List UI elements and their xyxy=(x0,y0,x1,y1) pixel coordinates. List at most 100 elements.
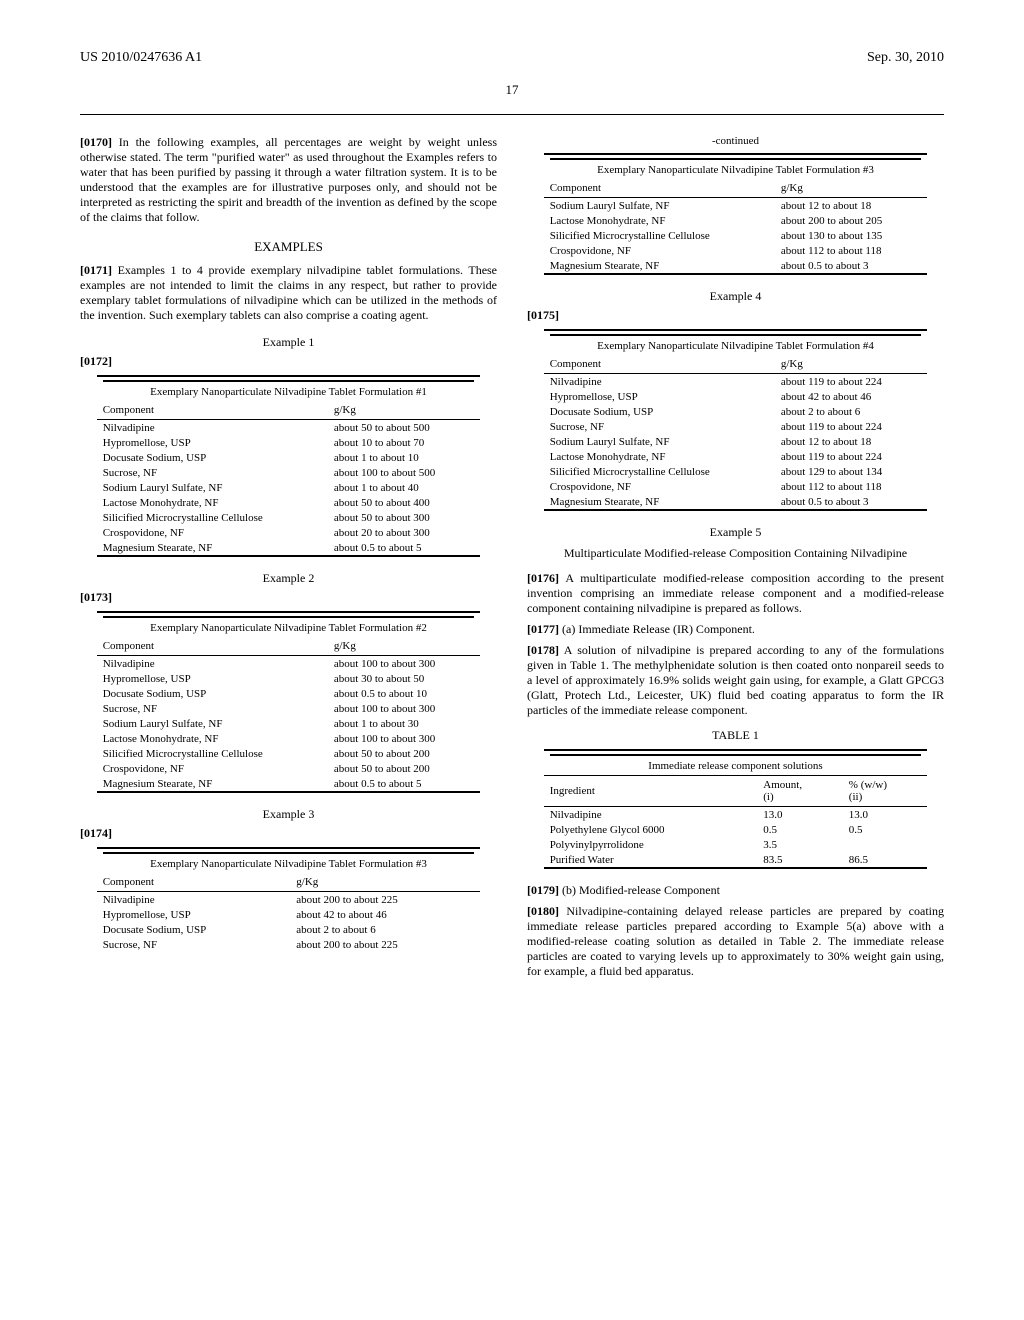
table-cell: Sodium Lauryl Sulfate, NF xyxy=(97,716,328,731)
table-caption: Exemplary Nanoparticulate Nilvadipine Ta… xyxy=(103,380,475,398)
table-cell xyxy=(843,837,928,852)
para-num: [0180] xyxy=(527,904,559,918)
table-row: Sucrose, NFabout 200 to about 225 xyxy=(97,937,481,952)
table-cell: about 112 to about 118 xyxy=(775,479,927,494)
table-cell: Sodium Lauryl Sulfate, NF xyxy=(544,434,775,449)
table-cell: Lactose Monohydrate, NF xyxy=(97,495,328,510)
ir-component-table: Immediate release component solutions In… xyxy=(544,749,928,869)
table-cell: Silicified Microcrystalline Cellulose xyxy=(544,228,775,243)
example-5-subtitle: Multiparticulate Modified-release Compos… xyxy=(527,546,944,561)
table-header-gkg: g/Kg xyxy=(775,355,927,374)
table-row: Sodium Lauryl Sulfate, NFabout 12 to abo… xyxy=(544,434,928,449)
table-cell: about 119 to about 224 xyxy=(775,419,927,434)
para-num: [0170] xyxy=(80,135,112,149)
table-cell: Magnesium Stearate, NF xyxy=(97,776,328,792)
table-cell: about 20 to about 300 xyxy=(328,525,480,540)
table-cell: about 100 to about 300 xyxy=(328,656,480,672)
table-row: Docusate Sodium, USPabout 2 to about 6 xyxy=(97,922,481,937)
table-cell: about 50 to about 200 xyxy=(328,761,480,776)
table-cell: Lactose Monohydrate, NF xyxy=(97,731,328,746)
table-cell: Polyethylene Glycol 6000 xyxy=(544,822,758,837)
table-row: Nilvadipineabout 200 to about 225 xyxy=(97,892,481,908)
formulation-table-1: Exemplary Nanoparticulate Nilvadipine Ta… xyxy=(97,375,481,557)
table-cell: Docusate Sodium, USP xyxy=(97,450,328,465)
table-cell: 13.0 xyxy=(843,807,928,823)
table-cell: Magnesium Stearate, NF xyxy=(544,258,775,274)
table-cell: 86.5 xyxy=(843,852,928,868)
table-header-gkg: g/Kg xyxy=(328,401,480,420)
table-cell: Sucrose, NF xyxy=(97,465,328,480)
para-text: Examples 1 to 4 provide exemplary nilvad… xyxy=(80,263,497,322)
example-3-title: Example 3 xyxy=(80,807,497,822)
table-row: Sucrose, NFabout 119 to about 224 xyxy=(544,419,928,434)
example-4-title: Example 4 xyxy=(527,289,944,304)
table-row: Silicified Microcrystalline Celluloseabo… xyxy=(97,746,481,761)
table-header-component: Component xyxy=(97,401,328,420)
example-1-title: Example 1 xyxy=(80,335,497,350)
table-cell: about 12 to about 18 xyxy=(775,434,927,449)
table-cell: about 50 to about 500 xyxy=(328,420,480,436)
table-cell: Hypromellose, USP xyxy=(544,389,775,404)
table-row: Hypromellose, USPabout 30 to about 50 xyxy=(97,671,481,686)
table-cell: about 30 to about 50 xyxy=(328,671,480,686)
table-cell: about 200 to about 225 xyxy=(290,892,480,908)
table-row: Purified Water83.586.5 xyxy=(544,852,928,868)
table-row: Nilvadipineabout 119 to about 224 xyxy=(544,374,928,390)
table-row: Magnesium Stearate, NFabout 0.5 to about… xyxy=(97,776,481,792)
table-row: Polyethylene Glycol 60000.50.5 xyxy=(544,822,928,837)
table-row: Sucrose, NFabout 100 to about 500 xyxy=(97,465,481,480)
table-cell: Silicified Microcrystalline Cellulose xyxy=(97,510,328,525)
table-cell: Docusate Sodium, USP xyxy=(97,686,328,701)
table-cell: Hypromellose, USP xyxy=(97,435,328,450)
table-row: Sucrose, NFabout 100 to about 300 xyxy=(97,701,481,716)
formulation-table-3b: Exemplary Nanoparticulate Nilvadipine Ta… xyxy=(544,153,928,275)
table-row: Magnesium Stearate, NFabout 0.5 to about… xyxy=(544,258,928,274)
table-row: Silicified Microcrystalline Celluloseabo… xyxy=(544,228,928,243)
para-0178: [0178] A solution of nilvadipine is prep… xyxy=(527,643,944,718)
table-row: Nilvadipineabout 50 to about 500 xyxy=(97,420,481,436)
table-row: Sodium Lauryl Sulfate, NFabout 12 to abo… xyxy=(544,198,928,214)
table-cell: Sucrose, NF xyxy=(97,701,328,716)
para-0173: [0173] xyxy=(80,590,497,605)
page-header: US 2010/0247636 A1 Sep. 30, 2010 xyxy=(80,50,944,66)
para-text: (b) Modified-release Component xyxy=(562,883,720,897)
table-cell: about 100 to about 500 xyxy=(328,465,480,480)
table-cell: Crospovidone, NF xyxy=(544,479,775,494)
table-header-component: Component xyxy=(544,355,775,374)
table-cell: about 200 to about 205 xyxy=(775,213,927,228)
table-cell: about 1 to about 30 xyxy=(328,716,480,731)
table-row: Crospovidone, NFabout 112 to about 118 xyxy=(544,479,928,494)
table-cell: Nilvadipine xyxy=(97,656,328,672)
table-cell: about 50 to about 400 xyxy=(328,495,480,510)
table-row: Lactose Monohydrate, NFabout 50 to about… xyxy=(97,495,481,510)
table-cell: about 10 to about 70 xyxy=(328,435,480,450)
table-cell: Magnesium Stearate, NF xyxy=(97,540,328,556)
table-body: Nilvadipineabout 119 to about 224Hyprome… xyxy=(544,374,928,511)
table-cell: about 1 to about 10 xyxy=(328,450,480,465)
formulation-table-4: Exemplary Nanoparticulate Nilvadipine Ta… xyxy=(544,329,928,511)
para-text: A solution of nilvadipine is prepared ac… xyxy=(527,643,944,717)
table-header-amount: Amount, (i) xyxy=(757,776,843,807)
table-header-gkg: g/Kg xyxy=(328,637,480,656)
table-caption: Exemplary Nanoparticulate Nilvadipine Ta… xyxy=(103,852,475,870)
table-cell: Sucrose, NF xyxy=(544,419,775,434)
table-header-pctww: % (w/w) (ii) xyxy=(843,776,928,807)
table-cell: about 50 to about 200 xyxy=(328,746,480,761)
table-cell: Crospovidone, NF xyxy=(97,761,328,776)
table-row: Silicified Microcrystalline Celluloseabo… xyxy=(97,510,481,525)
table-cell: about 0.5 to about 10 xyxy=(328,686,480,701)
table-cell: Hypromellose, USP xyxy=(97,907,291,922)
table-row: Crospovidone, NFabout 50 to about 200 xyxy=(97,761,481,776)
table-cell: Sodium Lauryl Sulfate, NF xyxy=(97,480,328,495)
continued-label: -continued xyxy=(527,135,944,147)
table-header-component: Component xyxy=(97,873,291,892)
publication-date: Sep. 30, 2010 xyxy=(867,50,944,66)
example-2-title: Example 2 xyxy=(80,571,497,586)
table-cell: about 130 to about 135 xyxy=(775,228,927,243)
para-0174: [0174] xyxy=(80,826,497,841)
table-header-component: Component xyxy=(544,179,775,198)
table-body: Nilvadipineabout 200 to about 225Hyprome… xyxy=(97,892,481,953)
table-cell: about 12 to about 18 xyxy=(775,198,927,214)
table-cell: Purified Water xyxy=(544,852,758,868)
table-cell: Nilvadipine xyxy=(97,420,328,436)
